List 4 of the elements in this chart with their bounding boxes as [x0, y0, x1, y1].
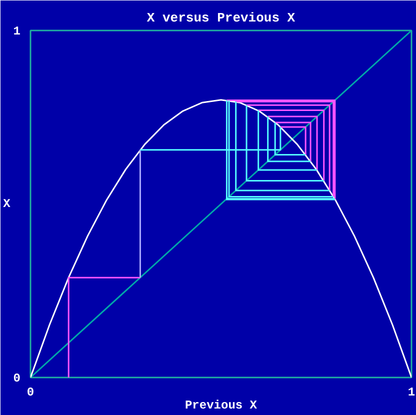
y-axis-title: X [3, 197, 12, 211]
chart-title: X versus Previous X [146, 10, 296, 26]
line-series [30, 99, 412, 378]
x-axis-title: Previous X [184, 398, 258, 412]
